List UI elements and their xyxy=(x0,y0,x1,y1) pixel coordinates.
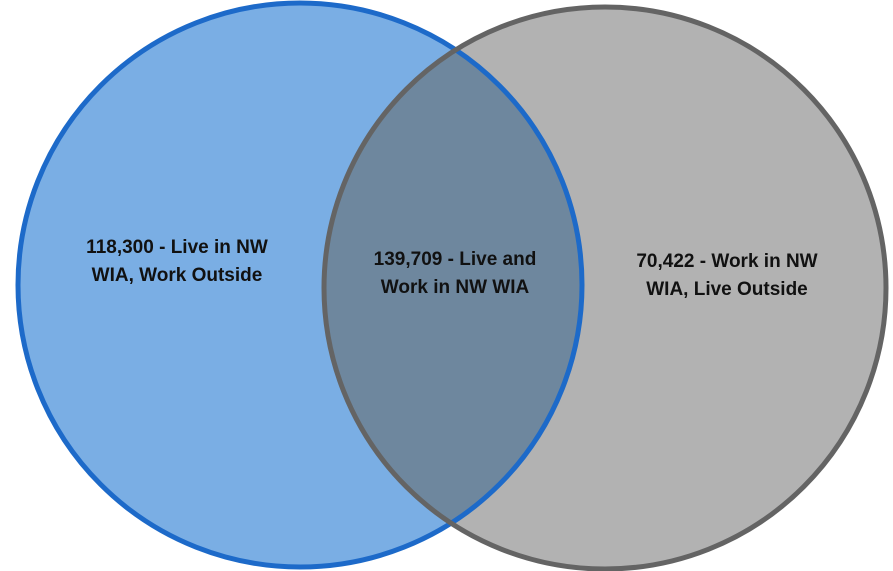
right-label-line1: 70,422 - Work in NW xyxy=(636,251,818,272)
overlap-region xyxy=(324,7,582,567)
right-circle-outline xyxy=(321,4,889,571)
left-circle-label: 118,300 - Live in NW WIA, Work Outside xyxy=(52,234,302,290)
right-label-line2: WIA, Live Outside xyxy=(646,279,808,300)
right-circle-label: 70,422 - Work in NW WIA, Live Outside xyxy=(602,248,852,304)
left-circle-outline xyxy=(15,0,585,570)
overlap-label-line1: 139,709 - Live and xyxy=(373,249,537,270)
left-label-line2: WIA, Work Outside xyxy=(91,265,263,286)
overlap-label-line2: Work in NW WIA xyxy=(380,277,530,298)
left-label-line1: 118,300 - Live in NW xyxy=(86,237,268,258)
overlap-label: 139,709 - Live and Work in NW WIA xyxy=(340,246,570,302)
